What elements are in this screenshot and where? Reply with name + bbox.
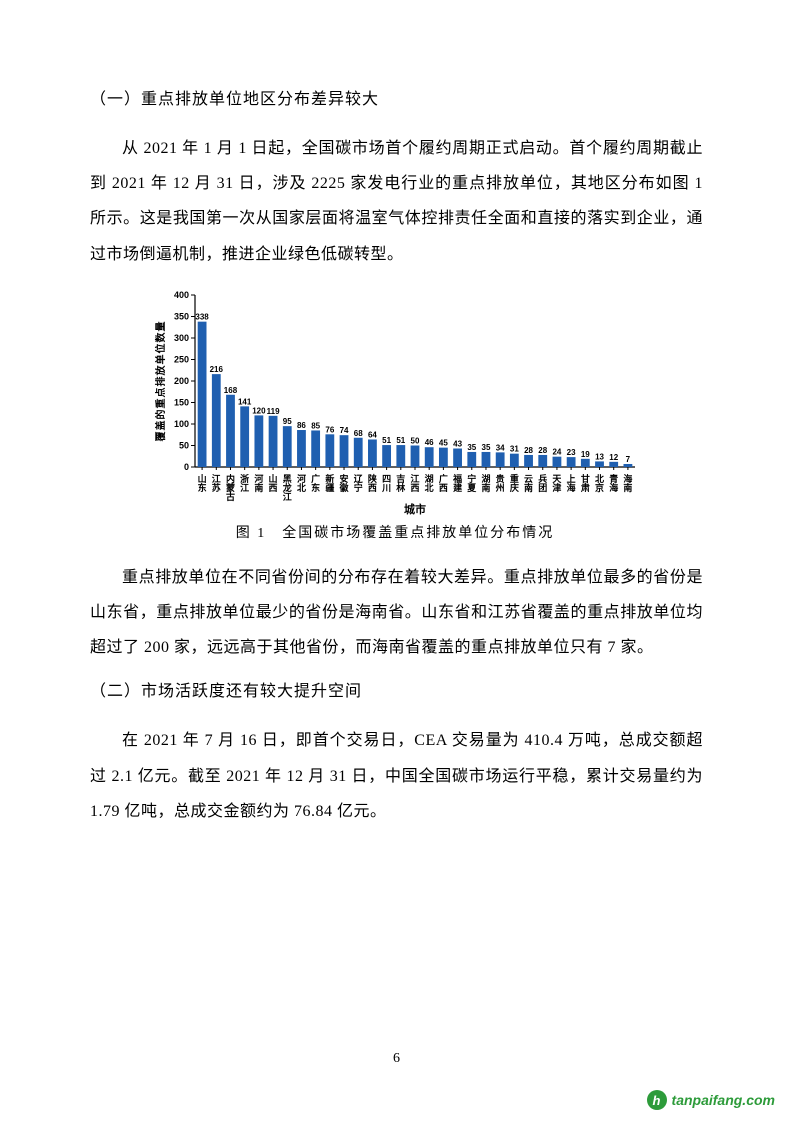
svg-text:江: 江 [240, 482, 249, 493]
paragraph-3: 在 2021 年 7 月 16 日，即首个交易日，CEA 交易量为 410.4 … [90, 723, 703, 829]
svg-text:28: 28 [538, 446, 547, 455]
watermark: h tanpaifang.com [647, 1090, 775, 1110]
svg-text:250: 250 [174, 354, 189, 364]
svg-text:苏: 苏 [212, 482, 221, 493]
svg-text:23: 23 [567, 448, 576, 457]
svg-text:海: 海 [567, 482, 576, 493]
svg-text:50: 50 [179, 440, 189, 450]
svg-text:肃: 肃 [581, 482, 590, 493]
svg-text:51: 51 [396, 436, 405, 445]
svg-text:西: 西 [269, 483, 278, 493]
watermark-text: tanpaifang.com [672, 1092, 775, 1108]
svg-text:76: 76 [325, 425, 334, 434]
svg-text:0: 0 [184, 462, 189, 472]
svg-text:68: 68 [354, 429, 363, 438]
svg-text:东: 东 [198, 482, 207, 493]
chart-caption: 图 1 全国碳市场覆盖重点排放单位分布情况 [150, 522, 640, 542]
svg-text:86: 86 [297, 421, 306, 430]
svg-text:216: 216 [210, 365, 224, 374]
svg-text:168: 168 [224, 386, 238, 395]
svg-text:宁: 宁 [354, 482, 363, 493]
section-heading-1: （一）重点排放单位地区分布差异较大 [90, 85, 703, 109]
svg-text:京: 京 [595, 482, 604, 493]
svg-text:200: 200 [174, 376, 189, 386]
svg-text:50: 50 [411, 436, 420, 445]
svg-text:江: 江 [283, 491, 292, 502]
svg-text:34: 34 [496, 443, 505, 452]
svg-text:45: 45 [439, 438, 448, 447]
paragraph-1: 从 2021 年 1 月 1 日起，全国碳市场首个履约周期正式启动。首个履约周期… [90, 131, 703, 272]
svg-text:东: 东 [311, 482, 320, 493]
svg-text:141: 141 [238, 397, 252, 406]
svg-text:64: 64 [368, 430, 377, 439]
svg-text:疆: 疆 [325, 482, 334, 493]
svg-text:林: 林 [396, 482, 406, 493]
svg-text:150: 150 [174, 397, 189, 407]
svg-text:95: 95 [283, 417, 292, 426]
svg-text:74: 74 [340, 426, 349, 435]
watermark-logo-icon: h [647, 1090, 667, 1110]
svg-text:13: 13 [595, 452, 604, 461]
svg-text:津: 津 [552, 482, 561, 493]
svg-text:覆盖的重点排放单位数量: 覆盖的重点排放单位数量 [154, 320, 167, 441]
svg-text:南: 南 [524, 482, 533, 493]
svg-text:100: 100 [174, 419, 189, 429]
page-number: 6 [0, 1051, 793, 1067]
svg-text:43: 43 [453, 439, 462, 448]
svg-text:西: 西 [410, 483, 419, 493]
svg-text:51: 51 [382, 436, 391, 445]
svg-text:南: 南 [481, 482, 490, 493]
svg-text:徽: 徽 [339, 482, 350, 493]
svg-text:119: 119 [267, 407, 280, 416]
svg-text:300: 300 [174, 333, 189, 343]
svg-text:庆: 庆 [509, 482, 519, 493]
svg-text:北: 北 [297, 482, 306, 493]
svg-text:35: 35 [482, 443, 491, 452]
svg-text:120: 120 [252, 406, 266, 415]
svg-text:31: 31 [510, 444, 519, 453]
svg-text:建: 建 [453, 482, 463, 493]
svg-text:南: 南 [254, 482, 263, 493]
svg-text:28: 28 [524, 446, 533, 455]
svg-text:24: 24 [552, 447, 561, 456]
svg-text:7: 7 [626, 455, 631, 464]
distribution-chart: 050100150200250300350400覆盖的重点排放单位数量338山东… [150, 287, 640, 542]
svg-text:西: 西 [368, 483, 377, 493]
svg-text:西: 西 [439, 483, 448, 493]
svg-text:川: 川 [381, 483, 391, 493]
svg-text:南: 南 [623, 482, 632, 493]
svg-text:海: 海 [609, 482, 618, 493]
svg-text:夏: 夏 [466, 483, 477, 493]
paragraph-2: 重点排放单位在不同省份间的分布存在着较大差异。重点排放单位最多的省份是山东省，重… [90, 560, 703, 666]
svg-text:城市: 城市 [404, 502, 426, 516]
svg-text:46: 46 [425, 438, 434, 447]
svg-text:北: 北 [425, 482, 434, 493]
svg-text:350: 350 [174, 311, 189, 321]
svg-text:19: 19 [581, 450, 590, 459]
section-heading-2: （二）市场活跃度还有较大提升空间 [90, 677, 703, 701]
svg-text:338: 338 [195, 312, 209, 321]
svg-text:400: 400 [174, 290, 189, 300]
svg-text:州: 州 [495, 483, 505, 493]
svg-text:古: 古 [226, 491, 235, 502]
svg-text:85: 85 [311, 421, 320, 430]
svg-text:团: 团 [538, 483, 547, 493]
bar-chart-svg: 050100150200250300350400覆盖的重点排放单位数量338山东… [150, 287, 640, 517]
svg-text:12: 12 [609, 453, 618, 462]
svg-text:35: 35 [467, 443, 476, 452]
